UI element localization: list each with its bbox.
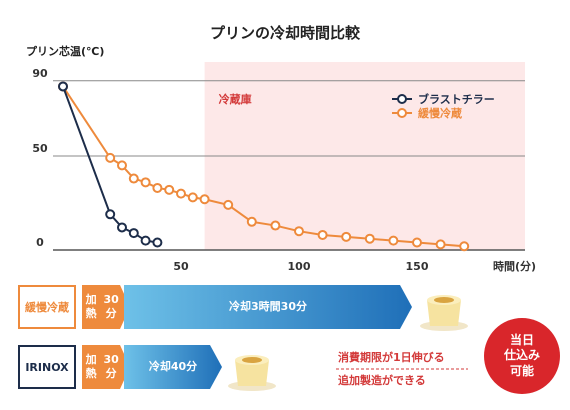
- pudding-image-slow: [418, 282, 470, 332]
- data-point-series-1-6: [164, 184, 175, 195]
- refrigerator-zone-label: 冷蔵庫: [219, 92, 252, 106]
- data-point-series-1-20: [459, 241, 470, 252]
- data-point-series-1-16: [364, 233, 375, 244]
- data-point-series-1-3: [128, 173, 139, 184]
- x-axis-label: 時間(分): [493, 259, 536, 273]
- data-point-series-0-2: [117, 222, 127, 233]
- legend: ブラストチラー 緩慢冷蔵: [392, 92, 495, 120]
- data-point-series-1-13: [294, 226, 304, 237]
- data-point-series-0-3: [128, 228, 139, 239]
- legend-label-slow-cooling: 緩慢冷蔵: [418, 106, 462, 120]
- note-extra-production: 追加製造ができる: [338, 374, 426, 387]
- chart-title: プリンの冷却時間比較: [210, 24, 361, 42]
- same-day-prep-badge: 当日 仕込み 可能: [484, 318, 560, 394]
- note-expiry-extended: 消費期限が1日伸びる: [338, 351, 445, 364]
- x-tick-label: 100: [288, 260, 311, 273]
- pudding-image-irinox: [226, 342, 278, 392]
- data-point-series-1-2: [117, 160, 127, 171]
- data-point-series-1-4: [140, 177, 151, 188]
- data-point-series-1-11: [246, 216, 257, 227]
- y-tick-label: 90: [32, 67, 48, 80]
- slow-cool-arrow: [124, 285, 412, 329]
- data-point-series-1-17: [388, 235, 399, 246]
- y-tick-label: 50: [32, 142, 48, 155]
- data-point-series-0-5: [152, 237, 163, 248]
- data-point-series-0-4: [140, 235, 151, 246]
- data-point-series-1-9: [199, 194, 210, 205]
- slow-heat-text: 加熱 30分: [85, 292, 119, 320]
- irinox-heat-arrow: [82, 345, 130, 389]
- data-point-series-1-18: [412, 237, 422, 248]
- data-point-series-1-1: [105, 152, 116, 163]
- slow-cooling-row-label: 緩慢冷蔵: [18, 285, 76, 329]
- x-tick-label: 150: [406, 260, 429, 273]
- data-point-series-1-19: [435, 239, 446, 250]
- legend-marker-blast-chiller: [397, 94, 407, 104]
- legend-label-blast-chiller: ブラストチラー: [418, 92, 495, 106]
- slow-cool-text: 冷却 3時間30分: [229, 299, 307, 313]
- data-point-series-1-15: [341, 231, 352, 242]
- data-point-series-1-10: [223, 199, 234, 210]
- x-tick-label: 50: [173, 260, 189, 273]
- data-point-series-1-5: [152, 182, 163, 193]
- y-axis-label: プリン芯温(℃): [26, 44, 104, 58]
- data-point-series-0-1: [105, 209, 116, 220]
- irinox-cool-arrow: [124, 345, 222, 389]
- irinox-row-label: IRINOX: [18, 345, 76, 389]
- irinox-heat-text: 加熱 30分: [85, 352, 119, 380]
- legend-marker-slow-cooling: [397, 108, 407, 118]
- data-point-series-0-0: [58, 81, 68, 92]
- data-point-series-1-7: [176, 188, 186, 199]
- y-tick-label: 0: [36, 236, 44, 249]
- data-point-series-1-12: [270, 220, 281, 231]
- irinox-cool-text: 冷却 40分: [148, 359, 198, 373]
- data-point-series-1-14: [317, 229, 328, 240]
- slow-heat-arrow: [82, 285, 130, 329]
- data-point-series-1-8: [187, 192, 198, 203]
